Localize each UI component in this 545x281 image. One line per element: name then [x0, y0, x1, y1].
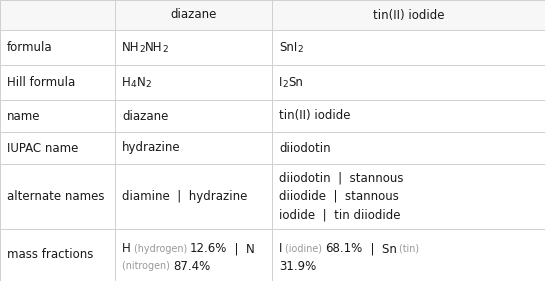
Text: 2: 2	[145, 80, 151, 89]
Text: formula: formula	[7, 41, 53, 54]
Text: Sn: Sn	[288, 76, 303, 89]
Text: (hydrogen): (hydrogen)	[131, 244, 190, 254]
Text: |  N: | N	[227, 242, 255, 255]
Text: 2: 2	[297, 44, 303, 53]
Text: (nitrogen): (nitrogen)	[122, 261, 173, 271]
Text: IUPAC name: IUPAC name	[7, 142, 78, 155]
Text: 68.1%: 68.1%	[325, 242, 362, 255]
Text: tin(II) iodide: tin(II) iodide	[373, 8, 444, 22]
Text: 2: 2	[282, 80, 288, 89]
Text: I: I	[279, 76, 282, 89]
Text: 12.6%: 12.6%	[190, 242, 227, 255]
Text: tin(II) iodide: tin(II) iodide	[279, 110, 350, 123]
Text: (iodine): (iodine)	[282, 244, 325, 254]
Text: hydrazine: hydrazine	[122, 142, 180, 155]
Text: diamine  |  hydrazine: diamine | hydrazine	[122, 190, 247, 203]
Bar	[0, 0, 545, 30]
Text: 31.9%: 31.9%	[279, 260, 316, 273]
Text: mass fractions: mass fractions	[7, 248, 93, 262]
Text: NH: NH	[122, 41, 140, 54]
Text: 2: 2	[140, 44, 145, 53]
Text: name: name	[7, 110, 40, 123]
Text: (tin): (tin)	[397, 244, 420, 254]
Text: |  Sn: | Sn	[362, 242, 397, 255]
Text: NH: NH	[145, 41, 162, 54]
Text: 2: 2	[162, 44, 168, 53]
Text: H: H	[122, 76, 131, 89]
Text: Hill formula: Hill formula	[7, 76, 75, 89]
Text: N: N	[136, 76, 145, 89]
Text: diazane: diazane	[122, 110, 168, 123]
Text: 87.4%: 87.4%	[173, 260, 210, 273]
Text: diiodotin  |  stannous
diiodide  |  stannous
iodide  |  tin diiodide: diiodotin | stannous diiodide | stannous…	[279, 171, 403, 221]
Text: 4: 4	[131, 80, 136, 89]
Text: diazane: diazane	[170, 8, 217, 22]
Text: H: H	[122, 242, 131, 255]
Text: alternate names: alternate names	[7, 190, 105, 203]
Text: diiodotin: diiodotin	[279, 142, 331, 155]
Text: I: I	[279, 242, 282, 255]
Text: SnI: SnI	[279, 41, 297, 54]
